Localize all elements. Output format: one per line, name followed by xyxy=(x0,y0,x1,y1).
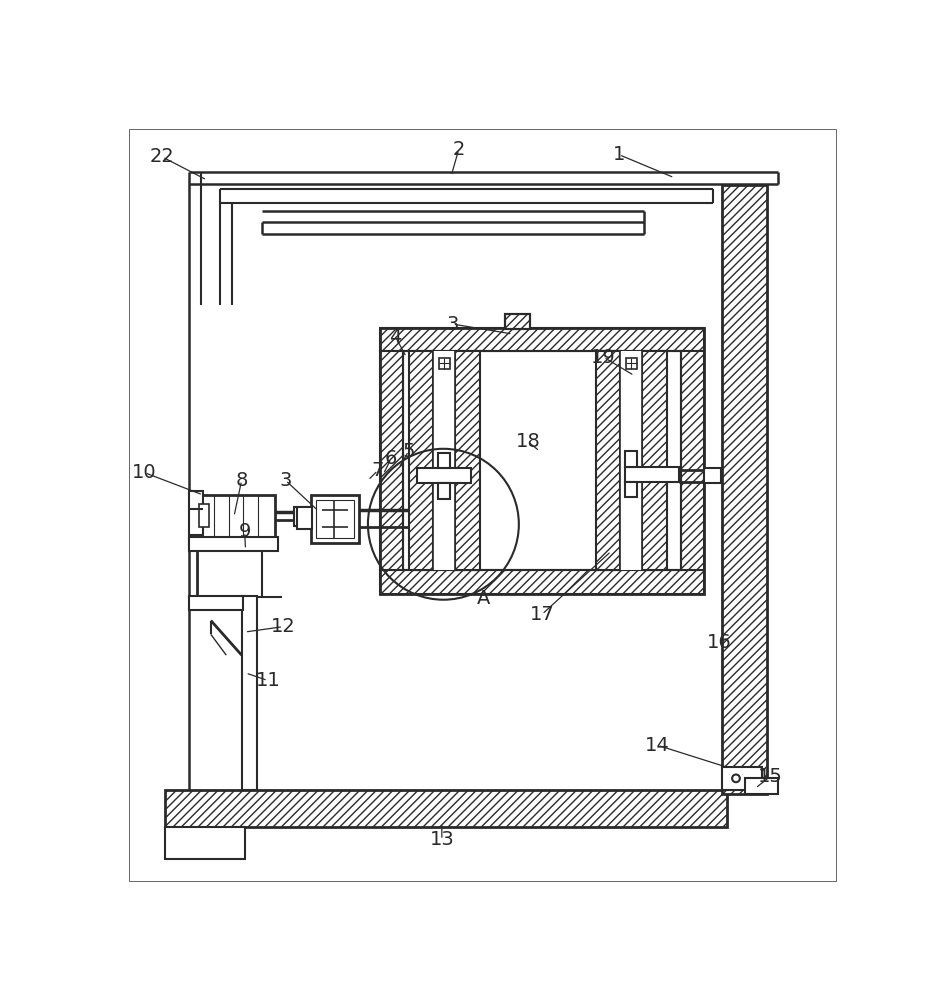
Text: 6: 6 xyxy=(385,449,397,468)
Text: 18: 18 xyxy=(516,432,540,451)
Text: 16: 16 xyxy=(707,633,731,652)
Bar xyxy=(165,827,246,859)
Text: 11: 11 xyxy=(255,671,280,690)
Bar xyxy=(626,358,637,369)
Bar xyxy=(380,351,404,570)
Bar xyxy=(722,767,762,790)
Text: 14: 14 xyxy=(646,736,670,755)
Bar xyxy=(199,504,209,527)
Bar xyxy=(189,596,243,610)
Text: 2: 2 xyxy=(453,140,465,159)
Bar xyxy=(165,790,726,827)
Bar xyxy=(455,351,480,570)
Bar xyxy=(625,451,637,466)
Bar xyxy=(596,351,620,570)
Bar xyxy=(417,468,471,483)
Bar xyxy=(505,314,530,329)
Bar xyxy=(722,185,767,794)
Text: 10: 10 xyxy=(133,463,157,482)
Text: 7: 7 xyxy=(372,461,384,480)
Bar xyxy=(438,483,451,499)
Text: 17: 17 xyxy=(530,605,554,624)
Text: 4: 4 xyxy=(390,328,402,347)
Bar xyxy=(680,351,704,570)
Bar xyxy=(315,500,354,538)
Bar xyxy=(408,351,434,570)
Bar xyxy=(704,468,721,483)
Text: 1: 1 xyxy=(613,145,625,164)
Text: 5: 5 xyxy=(403,442,415,461)
Bar xyxy=(199,495,275,537)
Bar xyxy=(189,537,278,551)
Bar xyxy=(642,351,666,570)
Bar xyxy=(505,314,530,329)
Text: A: A xyxy=(477,589,490,608)
Bar xyxy=(404,351,680,570)
Bar xyxy=(380,570,704,594)
Bar xyxy=(434,351,455,570)
Bar xyxy=(439,358,450,369)
Text: 8: 8 xyxy=(235,471,247,490)
Bar xyxy=(297,507,312,529)
Bar xyxy=(189,491,203,545)
Bar xyxy=(745,778,777,794)
Circle shape xyxy=(732,774,740,782)
Bar xyxy=(625,482,637,497)
Text: 3: 3 xyxy=(446,315,459,334)
Text: 3: 3 xyxy=(279,471,292,490)
Bar xyxy=(438,453,451,468)
Text: 12: 12 xyxy=(271,617,295,636)
Bar xyxy=(620,351,642,570)
Text: 19: 19 xyxy=(591,348,616,367)
Text: 13: 13 xyxy=(429,830,455,849)
Bar xyxy=(380,328,704,594)
Bar xyxy=(311,495,359,543)
Text: 9: 9 xyxy=(238,522,251,541)
Text: 15: 15 xyxy=(758,767,783,786)
Bar xyxy=(625,466,679,482)
Text: 22: 22 xyxy=(150,147,175,166)
Bar xyxy=(294,507,308,526)
Bar xyxy=(380,328,704,351)
Bar xyxy=(242,596,257,790)
